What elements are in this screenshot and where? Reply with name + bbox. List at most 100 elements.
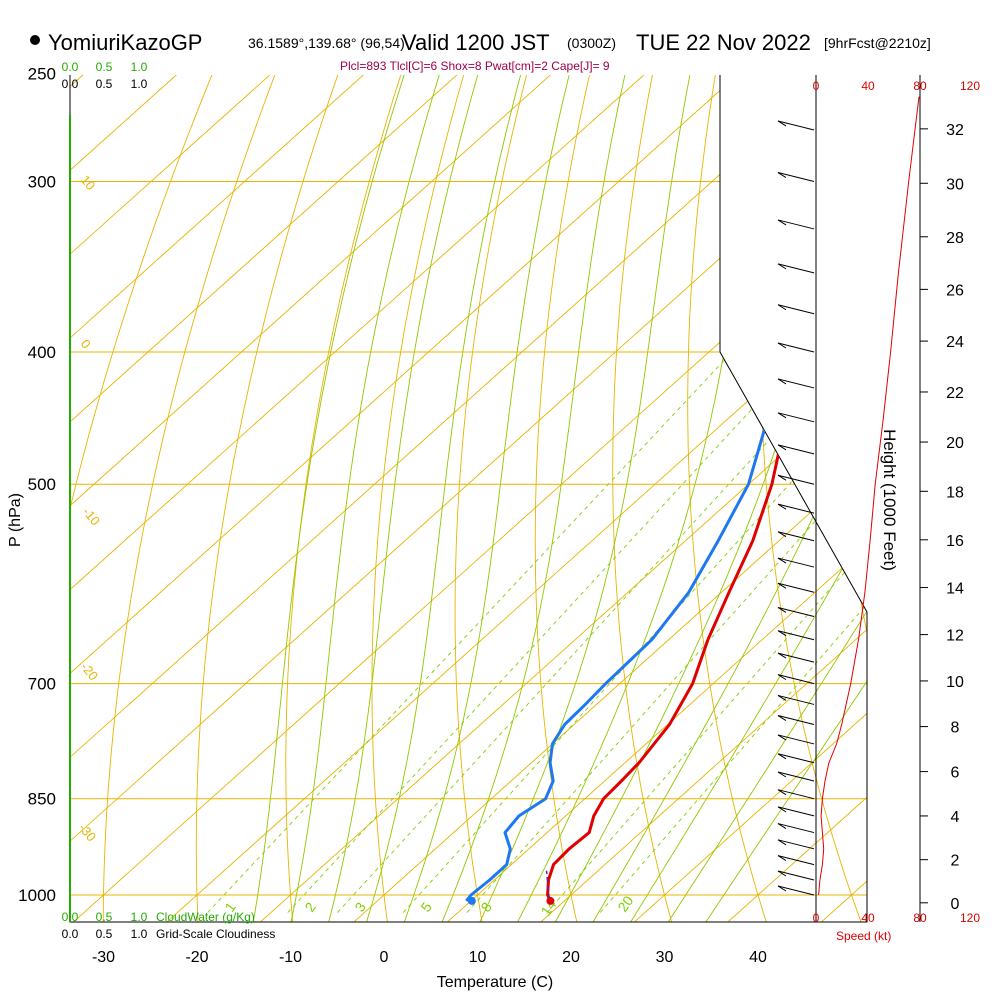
x-axis-title: Temperature (C) [437,974,553,991]
pressure-tick-label: 250 [28,64,56,83]
speed-tick-bottom: 40 [861,911,875,925]
wind-barb-flag [777,474,787,481]
wind-barb-flag [777,674,787,681]
moist-adiabat-line [363,75,529,922]
wind-barb-flag [777,412,787,419]
cloud-water-tick-top: 0.5 [96,60,113,74]
isotherm-line [812,75,867,922]
height-tick-label: 20 [946,435,964,452]
wind-barb [777,753,815,764]
temperature-tick-label: -30 [92,949,115,966]
height-tick-label: 10 [946,674,964,691]
height-tick-label: 14 [946,581,964,598]
mixing-ratio-line [287,351,805,913]
isotherm-line [70,75,673,922]
mixing-ratio-line [337,351,850,913]
surface-dewpoint-point [467,896,476,905]
height-tick-label: 4 [951,809,960,826]
wind-barb-flag [777,771,787,778]
utc-time: (0300Z) [567,35,617,51]
wind-barb [777,120,815,131]
moist-adiabat-line [475,75,696,922]
wind-barb [777,342,815,353]
wind-barb-flag [777,855,787,862]
dry-adiabat-line [371,75,472,922]
pressure-tick-label: 700 [28,675,56,694]
temperature-tick-label: 10 [469,949,487,966]
wind-barb-flag [777,263,787,270]
wind-barb-flag [777,219,787,226]
mixing-ratio-label: 20 [614,893,636,915]
dry-adiabat-line [612,75,675,922]
height-tick-label: 30 [946,176,964,193]
pressure-tick-label: 850 [28,790,56,809]
wind-barb [777,771,815,782]
moist-adiabat-line [625,75,867,922]
moist-adiabat-label: 0 [715,231,739,254]
wind-barb [777,557,815,568]
height-tick-label: 16 [946,533,964,550]
isotherm-line [251,75,867,922]
wind-barb-flag [777,652,787,659]
moist-adiabat-line [251,75,413,922]
valid-time: Valid 1200 JST [402,30,550,55]
dry-adiabat-label: -10 [80,504,104,528]
dry-adiabat-line [102,75,286,922]
speed-tick-top: 40 [861,79,875,93]
plot-frame [69,75,868,923]
wind-barb [777,412,815,423]
moist-adiabat-line [663,75,867,922]
wind-barb-flag [777,172,787,178]
wind-barb [777,503,815,514]
wind-barb [777,694,815,705]
wind-barb [777,606,815,617]
wind-barb [777,304,815,315]
pressure-tick-label: 500 [28,475,56,494]
plot-border [69,75,868,923]
mixing-ratio-label: 5 [417,899,435,915]
wind-barb [777,823,815,834]
speed-tick-bottom: 80 [913,911,927,925]
wind-barb-flag [777,806,787,813]
speed-tick-top: 80 [913,79,927,93]
speed-tick-bottom: 0 [813,911,820,925]
wind-barb [777,474,815,485]
isotherm-line [70,75,867,922]
wind-barb-flag [777,823,787,829]
wind-barb-flag [777,378,787,385]
dry-adiabat-line [195,75,348,922]
speed-tick-top: 120 [960,79,980,93]
station-marker-icon [30,35,40,45]
temperature-tick-label: 20 [562,949,580,966]
wind-barb-flag [777,839,787,846]
station-coords: 36.1589°,139.68° (96,54) [248,35,405,51]
temperature-tick-label: 0 [380,949,389,966]
cloud-water-tick-bottom: 0.0 [62,910,79,924]
height-tick-label: 24 [946,334,964,351]
wind-barb-flag [777,503,787,510]
wind-barb-flag [777,120,787,127]
dry-adiabat-line [454,75,534,922]
wind-barb-flag [777,695,787,701]
height-tick-label: 26 [946,282,964,299]
cloudiness-tick-top: 1.0 [131,77,148,91]
wind-barb [777,378,815,389]
mixing-ratio-line [207,351,733,913]
moist-adiabat-line [438,75,632,922]
moist-adiabat-line [288,75,448,922]
cloud-water-tick-bottom: 1.0 [131,910,148,924]
temperature-tick-label: 40 [749,949,767,966]
moist-adiabat-line [588,75,867,922]
valid-date: TUE 22 Nov 2022 [636,30,811,55]
isotherm-line [70,75,767,922]
wind-barb [777,715,815,726]
temperature-profile [546,119,826,902]
sounding-profiles [465,107,826,905]
wind-barb [777,806,815,817]
pressure-tick-label: 400 [28,343,56,362]
parcel-path [545,870,550,899]
cloudiness-tick-top: 0.0 [62,77,79,91]
wind-barb [777,172,815,183]
